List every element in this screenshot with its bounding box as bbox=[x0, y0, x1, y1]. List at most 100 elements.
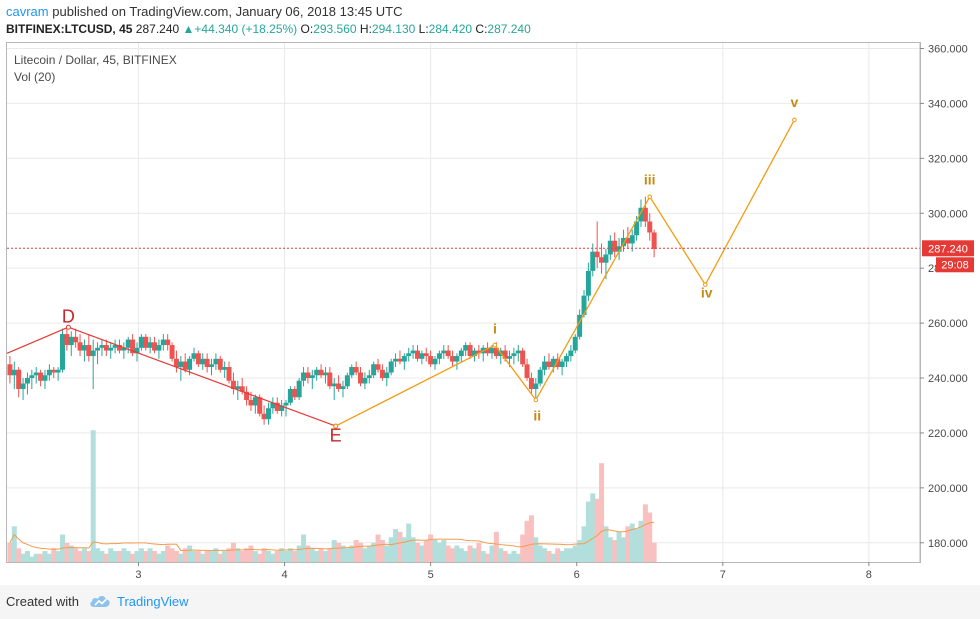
candle bbox=[358, 367, 364, 387]
candle bbox=[436, 350, 442, 365]
candle bbox=[336, 375, 342, 392]
candle bbox=[244, 386, 250, 406]
candle-body bbox=[384, 372, 390, 379]
candle-body bbox=[134, 347, 140, 354]
candle bbox=[222, 361, 228, 379]
candle bbox=[33, 367, 39, 384]
candle-body bbox=[419, 353, 425, 359]
candle-body bbox=[594, 251, 600, 258]
candle-body bbox=[410, 350, 416, 354]
candle-body bbox=[340, 386, 346, 389]
candle-body bbox=[248, 399, 254, 406]
candle-body bbox=[563, 356, 569, 362]
candle-body bbox=[239, 386, 245, 392]
wave-label-iii: iii bbox=[644, 171, 656, 187]
candle bbox=[112, 339, 118, 354]
candle-body bbox=[533, 383, 539, 389]
volume-ma-line bbox=[9, 521, 655, 551]
volume-bar bbox=[458, 548, 464, 562]
volume-bar bbox=[353, 540, 359, 562]
candle-body bbox=[379, 369, 385, 379]
volume-bar bbox=[235, 548, 241, 562]
volume-bar bbox=[371, 542, 377, 562]
candle bbox=[414, 345, 420, 362]
tradingview-link[interactable]: TradingView bbox=[117, 594, 189, 609]
wave-label-ii: ii bbox=[533, 408, 541, 424]
x-axis: 3 4 5 6 7 8 bbox=[135, 562, 872, 581]
candle-body bbox=[46, 369, 52, 376]
candle bbox=[471, 347, 477, 362]
volume-bar bbox=[375, 534, 381, 562]
candle-body bbox=[450, 356, 456, 362]
candle bbox=[463, 342, 469, 357]
candle-body bbox=[147, 342, 153, 348]
author-link[interactable]: cavram bbox=[6, 4, 49, 19]
volume-bar bbox=[507, 553, 513, 562]
candle bbox=[29, 369, 35, 389]
candle-body bbox=[29, 375, 35, 379]
candle bbox=[279, 399, 285, 417]
volume-bar bbox=[95, 548, 101, 562]
volume-bar bbox=[528, 515, 534, 562]
candle bbox=[86, 334, 92, 362]
candle bbox=[388, 358, 394, 376]
countdown-badge-value: 29:08 bbox=[941, 259, 969, 271]
open-label: O: bbox=[300, 22, 314, 36]
candle-body bbox=[397, 358, 403, 362]
candle-body bbox=[55, 369, 61, 373]
candle bbox=[577, 309, 583, 340]
candle bbox=[384, 367, 390, 387]
candle-body bbox=[629, 235, 635, 244]
volume-bar bbox=[520, 534, 526, 562]
volume-bar bbox=[230, 542, 236, 562]
volume-bar bbox=[603, 526, 609, 562]
volume-bar bbox=[24, 551, 30, 562]
volume-bar bbox=[524, 520, 530, 562]
candle bbox=[95, 342, 101, 365]
candle-body bbox=[458, 350, 464, 357]
candle bbox=[537, 367, 543, 387]
candle bbox=[301, 367, 307, 387]
volume-bar bbox=[90, 430, 96, 562]
candle-body bbox=[428, 356, 434, 365]
candle-body bbox=[322, 372, 328, 376]
candle bbox=[200, 353, 206, 370]
volume-bar bbox=[270, 553, 276, 562]
footer-bar bbox=[0, 585, 980, 619]
volume-bars bbox=[7, 430, 657, 562]
volume-bar bbox=[178, 553, 184, 562]
open-value: 293.560 bbox=[313, 22, 357, 36]
volume-bar bbox=[296, 545, 302, 562]
candle-body bbox=[616, 246, 622, 252]
volume-bar bbox=[73, 548, 79, 562]
y-tick-label: 360.000 bbox=[928, 43, 968, 55]
candle bbox=[524, 358, 530, 381]
candle-body bbox=[520, 350, 526, 365]
candle bbox=[314, 367, 320, 381]
candle bbox=[379, 364, 385, 381]
volume-bar bbox=[55, 551, 61, 562]
candle-body bbox=[226, 367, 232, 381]
y-tick-label: 340.000 bbox=[928, 98, 968, 110]
candle-body bbox=[489, 347, 495, 354]
volume-bar bbox=[379, 540, 385, 562]
volume-bar bbox=[309, 548, 315, 562]
volume-bar bbox=[476, 542, 482, 562]
volume-bar bbox=[445, 545, 451, 562]
volume-bar bbox=[226, 548, 232, 562]
candle bbox=[213, 353, 219, 370]
countdown-badge-bg bbox=[936, 257, 974, 273]
candle bbox=[445, 345, 451, 359]
volume-bar bbox=[182, 548, 188, 562]
volume-bar bbox=[585, 501, 591, 562]
candle bbox=[64, 325, 70, 351]
volume-bar bbox=[502, 551, 508, 562]
volume-bar bbox=[493, 531, 499, 562]
candle-body bbox=[42, 375, 48, 381]
high-value: 294.130 bbox=[371, 22, 416, 36]
candle bbox=[344, 372, 350, 389]
candle bbox=[11, 361, 17, 389]
volume-bar bbox=[116, 551, 122, 562]
candle-body bbox=[502, 350, 508, 359]
